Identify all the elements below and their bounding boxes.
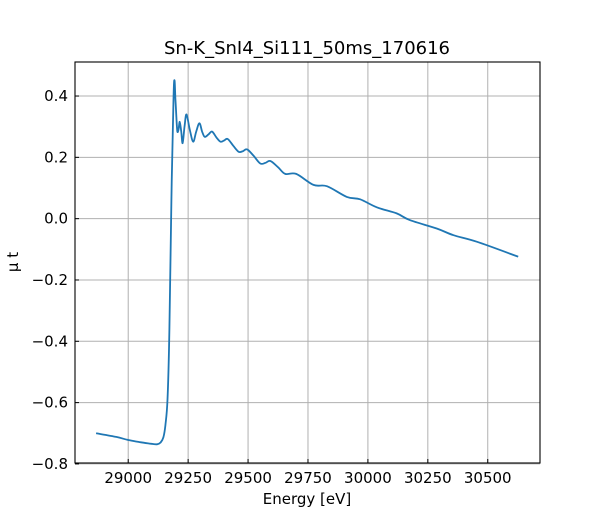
grid: [75, 62, 540, 465]
y-tick-label: −0.2: [32, 271, 68, 289]
y-tick-label: 0.4: [44, 87, 68, 105]
ticks: 29000 29250 29500 29750 30000 30250 30500 −0.8 −…: [32, 87, 512, 487]
series-line-mu_t: [95, 79, 519, 446]
x-tick-label: 29250: [164, 469, 212, 487]
x-tick-label: 30500: [464, 469, 512, 487]
x-tick-label: 29000: [104, 469, 152, 487]
x-axis-label: Energy [eV]: [263, 490, 351, 508]
series-layer: [95, 79, 519, 446]
y-tick-label: −0.6: [32, 394, 68, 412]
y-tick-label: −0.4: [32, 332, 68, 350]
y-axis-label: μ t: [4, 252, 22, 272]
x-tick-label: 29750: [284, 469, 332, 487]
x-tick-label: 29500: [224, 469, 272, 487]
x-tick-label: 30000: [344, 469, 392, 487]
y-tick-label: 0.2: [44, 148, 68, 166]
chart-title: Sn-K_SnI4_Si111_50ms_170616: [164, 38, 450, 59]
y-tick-label: 0.0: [44, 210, 68, 228]
y-tick-label: −0.8: [32, 455, 68, 473]
x-tick-label: 30250: [404, 469, 452, 487]
